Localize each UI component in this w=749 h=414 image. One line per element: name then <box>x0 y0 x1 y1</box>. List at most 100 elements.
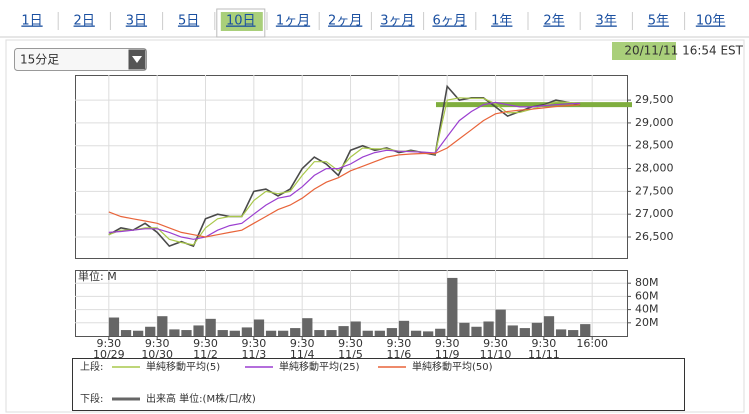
x-tick-label: 9:30 <box>193 337 218 350</box>
y-tick-label: 29,000 <box>635 116 674 129</box>
panel <box>5 39 745 413</box>
volume-bar <box>555 329 567 336</box>
volume-bar <box>229 330 240 336</box>
timestamp: 20/11/11 16:54 EST <box>624 44 743 58</box>
volume-bar <box>253 319 265 336</box>
volume-bar <box>374 330 385 336</box>
volume-bar <box>507 325 518 336</box>
volume-bar <box>326 330 337 336</box>
x-tick-date: 10/30 <box>141 348 173 361</box>
x-tick-label: 9:30 <box>290 337 315 350</box>
y-tick-label: 40M <box>635 303 659 316</box>
volume-bar <box>205 318 216 336</box>
dropdown-box[interactable] <box>14 48 147 71</box>
y-tick-label: 27,500 <box>635 184 674 197</box>
volume-bar <box>362 330 373 336</box>
x-tick-label: 16:00 <box>576 337 608 350</box>
y-tick-label: 28,000 <box>635 162 674 175</box>
volume-bar <box>145 326 156 336</box>
tab[interactable]: 3日 <box>126 14 147 29</box>
x-tick-date: 11/4 <box>290 348 315 361</box>
dropdown-arrow <box>132 56 142 63</box>
y-tick-label: 80M <box>635 276 659 289</box>
volume-bar <box>447 277 458 336</box>
x-tick-date: 11/10 <box>480 348 512 361</box>
volume-bar <box>580 324 591 336</box>
tab[interactable]: 1日 <box>21 14 42 29</box>
x-tick-label: 9:30 <box>241 337 266 350</box>
volume-bar <box>483 321 494 336</box>
ma-line <box>108 101 581 240</box>
x-tick-date: 11/5 <box>338 348 363 361</box>
tab[interactable]: 5日 <box>178 14 199 29</box>
tab[interactable]: 3年 <box>596 14 617 29</box>
tab[interactable]: 6ヶ月 <box>432 14 466 29</box>
tab[interactable]: 10日 <box>226 14 256 29</box>
volume-bar <box>133 330 144 336</box>
volume-bar <box>278 330 289 336</box>
legend-label: 単純移動平均(25) <box>279 360 360 373</box>
x-tick-label: 9:30 <box>387 337 412 350</box>
y-tick-label: 26,500 <box>635 230 674 243</box>
volume-bar <box>181 330 192 336</box>
x-tick-date: 11/11 <box>528 348 560 361</box>
dropdown-label[interactable]: 15分足 <box>20 53 59 67</box>
dropdown[interactable]: 15分足 <box>14 48 147 71</box>
volume-bar <box>531 322 543 336</box>
x-tick-date: 11/3 <box>241 348 266 361</box>
y-tick-label: 29,500 <box>635 93 674 106</box>
x-tick-date: 11/9 <box>435 348 460 361</box>
volume-bar <box>193 325 204 336</box>
x-tick-label: 9:30 <box>435 337 460 350</box>
volume-bar <box>350 321 361 336</box>
legend-label: 単純移動平均(5) <box>146 360 220 373</box>
y-tick-label: 20M <box>635 316 659 329</box>
tab[interactable]: 2年 <box>543 14 564 29</box>
legend-label: 出来高 単位:(M株/口/枚) <box>146 392 256 405</box>
x-tick-label: 9:30 <box>338 337 363 350</box>
volume-bar <box>120 330 132 336</box>
volume-bar <box>265 330 277 336</box>
tab[interactable]: 3ヶ月 <box>380 14 414 29</box>
volume-bar <box>290 328 301 336</box>
legend-label: 単純移動平均(50) <box>412 360 493 373</box>
ma-line <box>108 104 581 238</box>
volume-bar <box>495 309 506 336</box>
volume-bar <box>314 330 325 336</box>
volume-bar <box>386 328 398 336</box>
volume-bar <box>459 322 470 336</box>
tab-highlight <box>220 12 263 31</box>
x-tick-date: 11/2 <box>193 348 218 361</box>
volume-bar <box>471 326 482 336</box>
legend-box <box>72 358 685 411</box>
x-tick-label: 9:30 <box>145 337 170 350</box>
volume-bar <box>435 328 446 336</box>
unit-label: 単位: M <box>78 269 117 283</box>
tab[interactable]: 5年 <box>648 14 669 29</box>
volume-bar <box>108 317 120 336</box>
tab[interactable]: 1年 <box>491 14 512 29</box>
timestamp-highlight <box>612 42 676 60</box>
volume-bar <box>157 316 168 336</box>
y-tick-label: 60M <box>635 289 659 302</box>
tab[interactable]: 10年 <box>696 14 726 29</box>
x-tick-label: 9:30 <box>96 337 121 350</box>
volume-bar <box>302 318 313 336</box>
volume-bar <box>338 326 349 336</box>
x-tick-date: 10/29 <box>93 348 125 361</box>
volume-bar <box>241 327 253 336</box>
x-tick-label: 9:30 <box>532 337 557 350</box>
volume-bar <box>568 330 579 336</box>
x-tick-label: 9:30 <box>483 337 508 350</box>
volume-bar <box>423 331 434 336</box>
volume-bar <box>217 330 228 336</box>
tab[interactable]: 2ヶ月 <box>328 14 362 29</box>
volume-bar <box>169 329 180 336</box>
tab[interactable]: 2日 <box>74 14 95 29</box>
y-tick-label: 27,000 <box>635 207 674 220</box>
tab[interactable]: 1ヶ月 <box>276 14 310 29</box>
legend-group: 下段: <box>80 392 103 405</box>
